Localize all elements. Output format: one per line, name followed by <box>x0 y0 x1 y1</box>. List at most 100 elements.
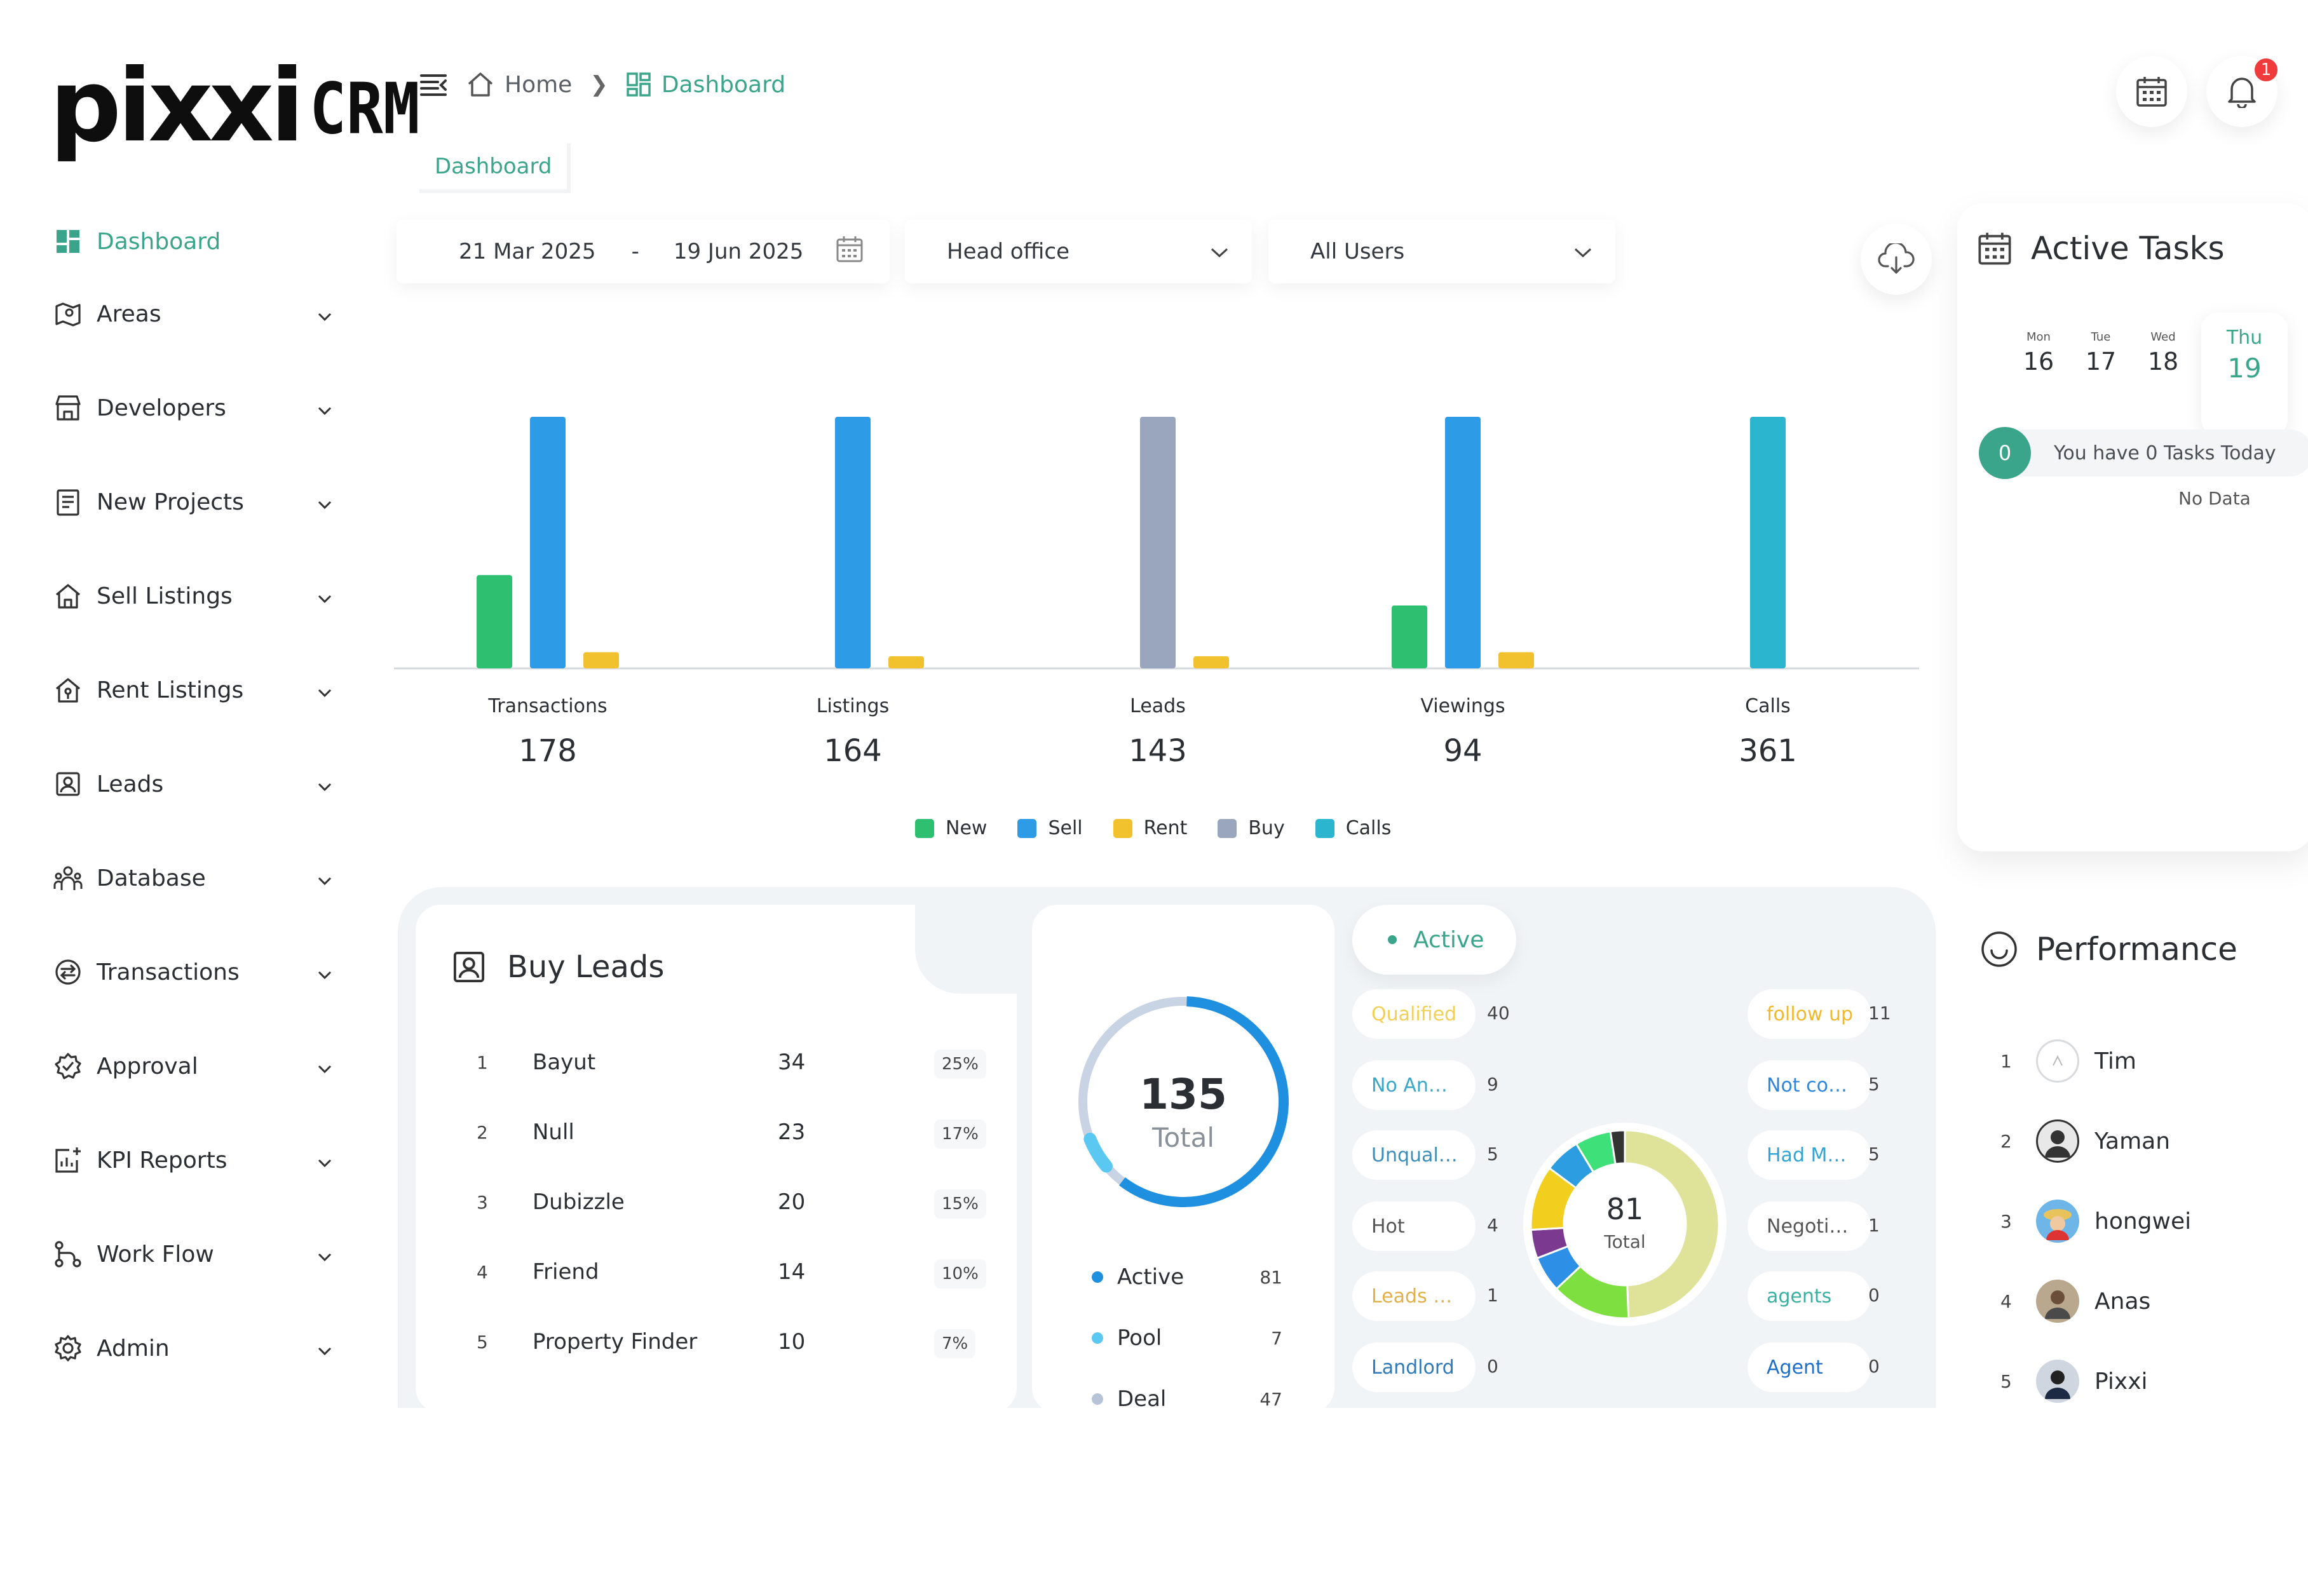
download-button[interactable] <box>1861 224 1932 295</box>
leads-total-card: 135 Total Active 81 Pool 7 Deal 47 <box>1032 905 1334 1408</box>
lead-percent: 10% <box>934 1259 986 1288</box>
bar-rent-transactions[interactable] <box>583 652 619 668</box>
sidebar-item-work-flow[interactable]: Work Flow <box>53 1207 346 1301</box>
leaderboard-row[interactable]: 5 Pixxi <box>2000 1360 2148 1403</box>
logo-wordmark: pixxi <box>50 48 304 165</box>
perf-name: hongwei <box>2094 1208 2192 1234</box>
stat-value: 47 <box>1259 1388 1282 1409</box>
status-chip[interactable]: Unqual… <box>1352 1130 1476 1180</box>
tasks-empty-state: No Data <box>2178 488 2251 509</box>
lead-rank: 3 <box>477 1192 488 1213</box>
table-row[interactable]: 2 Null 23 17% <box>416 1116 1017 1186</box>
users-select[interactable]: All Users <box>1268 220 1615 283</box>
legend-item-calls[interactable]: Calls <box>1315 817 1392 839</box>
table-row[interactable]: 4 Friend 14 10% <box>416 1255 1017 1325</box>
notifications-button[interactable]: 1 <box>2206 56 2280 127</box>
bar-buy-leads[interactable] <box>1140 417 1176 668</box>
sidebar-item-admin[interactable]: Admin <box>53 1301 346 1395</box>
menu-toggle-icon[interactable] <box>419 72 449 97</box>
status-count: 0 <box>1868 1285 1880 1306</box>
chevron-down-icon <box>318 677 332 703</box>
category-total: 178 <box>519 733 577 769</box>
bar-sell-transactions[interactable] <box>530 417 566 668</box>
card-notch <box>915 905 1017 994</box>
leaderboard-row[interactable]: 2 Yaman <box>2000 1119 2170 1163</box>
day-mon[interactable]: Mon 16 <box>2013 330 2064 375</box>
status-chip[interactable]: Qualified <box>1352 989 1476 1039</box>
office-select[interactable]: Head office <box>905 220 1252 283</box>
bar-rent-viewings[interactable] <box>1498 652 1534 668</box>
status-chip[interactable]: Not co… <box>1748 1060 1871 1110</box>
legend-item-rent[interactable]: Rent <box>1113 817 1187 839</box>
chevron-down-icon <box>318 489 332 515</box>
day-tue[interactable]: Tue 17 <box>2075 330 2126 375</box>
category-label: Leads <box>1130 695 1186 717</box>
chevron-right-icon: ❯ <box>590 72 608 97</box>
legend-item-buy[interactable]: Buy <box>1218 817 1285 839</box>
leaderboard-row[interactable]: 3 hongwei <box>2000 1200 2191 1243</box>
status-chip[interactable]: follow up <box>1748 989 1871 1039</box>
status-count: 1 <box>1868 1215 1880 1236</box>
leaderboard-row[interactable]: 1 Tim <box>2000 1039 2136 1083</box>
ring-pool-segment <box>1076 995 1290 1208</box>
sidebar-item-approval[interactable]: Approval <box>53 1019 346 1113</box>
category-total: 94 <box>1443 733 1483 769</box>
perf-name: Pixxi <box>2094 1368 2148 1395</box>
status-dot <box>1092 1271 1103 1283</box>
status-chip[interactable]: agents <box>1748 1271 1871 1321</box>
status-chip[interactable]: Agent <box>1748 1342 1871 1392</box>
status-chip[interactable]: Negoti… <box>1748 1201 1871 1251</box>
sidebar-item-database[interactable]: Database <box>53 831 346 925</box>
bar-rent-listings[interactable] <box>888 656 924 668</box>
table-row[interactable]: 3 Dubizzle 20 15% <box>416 1186 1017 1255</box>
calendar-button[interactable] <box>2116 56 2187 127</box>
day-wed[interactable]: Wed 18 <box>2138 330 2189 375</box>
status-chip[interactable]: No An… <box>1352 1060 1476 1110</box>
sidebar-item-leads[interactable]: Leads <box>53 737 346 831</box>
sidebar-item-transactions[interactable]: Transactions <box>53 925 346 1019</box>
stat-row-pool[interactable]: Pool 7 <box>1092 1325 1282 1351</box>
sidebar-item-new-projects[interactable]: New Projects <box>53 455 346 549</box>
stat-row-active[interactable]: Active 81 <box>1092 1264 1282 1290</box>
bar-calls-calls[interactable] <box>1750 417 1786 668</box>
stat-label: Active <box>1117 1264 1185 1290</box>
bar-sell-listings[interactable] <box>835 417 871 668</box>
status-chip[interactable]: Hot <box>1352 1201 1476 1251</box>
breadcrumb-home[interactable]: Home <box>466 71 572 98</box>
tab-active-status[interactable]: Active <box>1352 905 1516 975</box>
report-chart-icon <box>53 1146 83 1175</box>
chevron-down-icon <box>318 583 332 609</box>
tab-dashboard[interactable]: Dashboard <box>419 144 571 193</box>
status-chip[interactable]: Landlord <box>1352 1342 1476 1392</box>
breadcrumb-current[interactable]: Dashboard <box>626 72 785 98</box>
status-chip[interactable]: Had M… <box>1748 1130 1871 1180</box>
status-chip[interactable]: Leads … <box>1352 1271 1476 1321</box>
perf-name: Anas <box>2094 1288 2151 1315</box>
bar-sell-viewings[interactable] <box>1445 417 1481 668</box>
sidebar-item-kpi-reports[interactable]: KPI Reports <box>53 1113 346 1207</box>
leaderboard-row[interactable]: 4 Anas <box>2000 1280 2150 1323</box>
stat-row-deal[interactable]: Deal 47 <box>1092 1386 1282 1408</box>
bar-new-viewings[interactable] <box>1392 605 1427 668</box>
performance-title: Performance <box>1980 930 2237 968</box>
legend-item-new[interactable]: New <box>915 817 987 839</box>
sidebar-item-sell-listings[interactable]: Sell Listings <box>53 549 346 643</box>
sidebar-item-areas[interactable]: Areas <box>53 267 346 361</box>
bar-new-transactions[interactable] <box>477 575 512 668</box>
bar-rent-leads[interactable] <box>1193 656 1229 668</box>
sidebar-item-label: Areas <box>97 301 161 327</box>
lead-source: Friend <box>533 1259 599 1285</box>
legend-item-sell[interactable]: Sell <box>1017 817 1083 839</box>
sidebar-item-label: Work Flow <box>97 1241 214 1268</box>
sidebar-item-developers[interactable]: Developers <box>53 361 346 455</box>
legend-label: Calls <box>1345 817 1392 839</box>
brand-logo[interactable]: pixxi CRM <box>50 56 420 156</box>
sidebar-item-rent-listings[interactable]: Rent Listings <box>53 643 346 737</box>
chevron-down-icon <box>318 395 332 421</box>
date-range-picker[interactable]: 21 Mar 2025 - 19 Jun 2025 <box>397 220 890 283</box>
table-row[interactable]: 5 Property Finder 10 7% <box>416 1325 1017 1395</box>
sidebar-item-label: Dashboard <box>97 228 221 255</box>
day-thu-selected[interactable]: Thu 19 <box>2201 313 2288 436</box>
table-row[interactable]: 1 Bayut 34 25% <box>416 1046 1017 1116</box>
sidebar-item-dashboard[interactable]: Dashboard <box>53 216 346 267</box>
